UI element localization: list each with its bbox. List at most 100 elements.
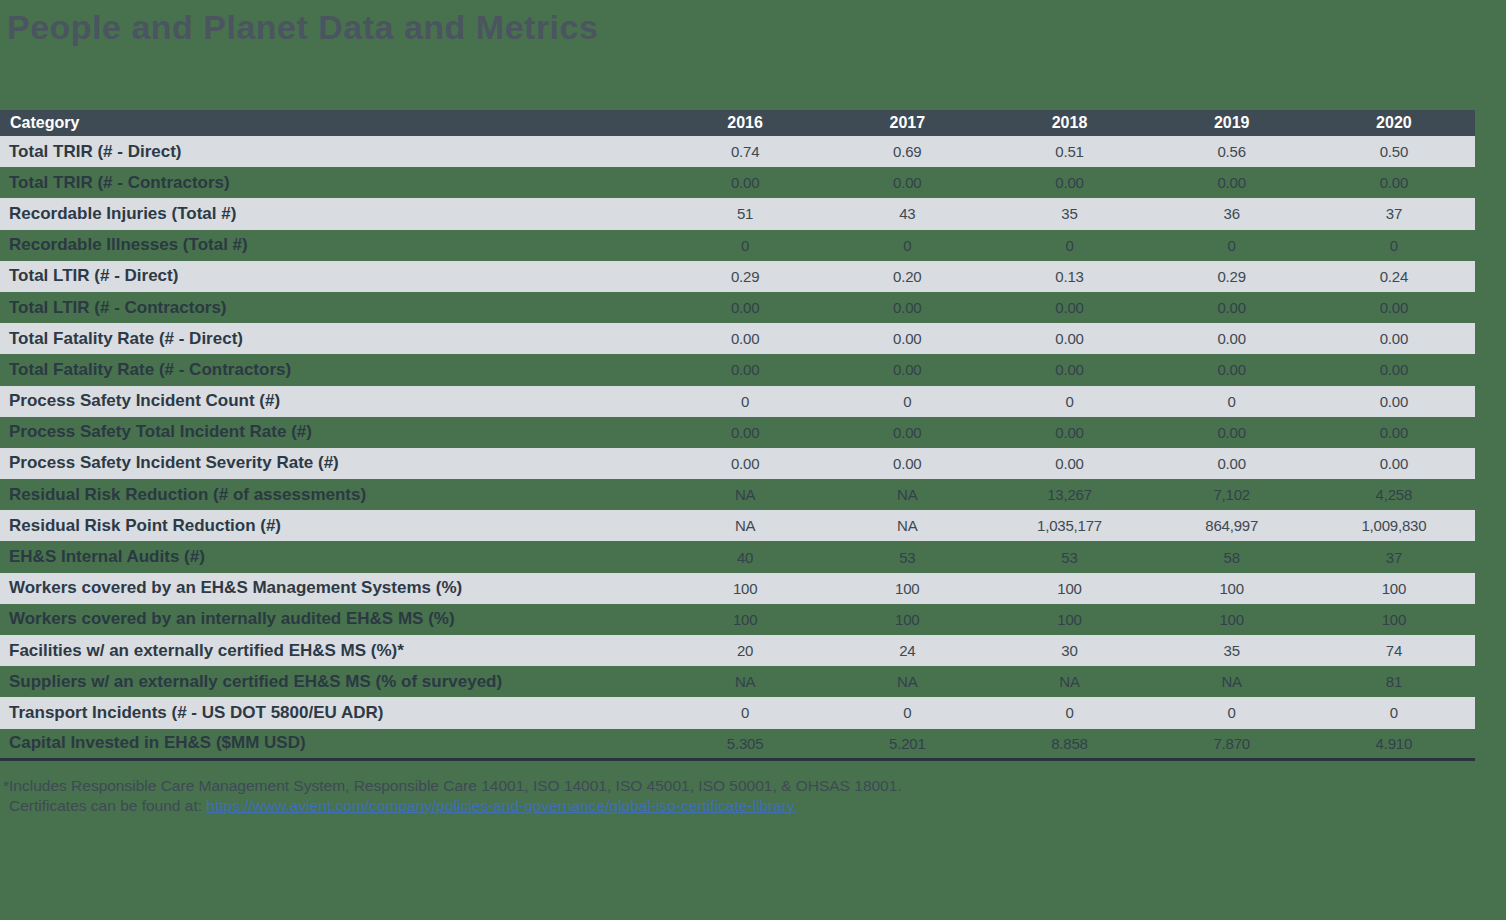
row-label: Capital Invested in EH&S ($MM USD) <box>0 729 664 760</box>
row-label: EH&S Internal Audits (#) <box>0 541 664 572</box>
table-row: Process Safety Incident Severity Rate (#… <box>0 448 1475 479</box>
row-value: 40 <box>664 541 826 572</box>
row-value: 0.00 <box>664 354 826 385</box>
row-value: 0.74 <box>664 136 826 167</box>
table-row: Capital Invested in EH&S ($MM USD)5.3055… <box>0 729 1475 760</box>
row-value: 0 <box>1151 386 1313 417</box>
row-value: 100 <box>1151 573 1313 604</box>
table-row: Residual Risk Reduction (# of assessment… <box>0 479 1475 510</box>
row-value: 30 <box>988 635 1150 666</box>
table-row: Total Fatality Rate (# - Contractors)0.0… <box>0 354 1475 385</box>
page-title: People and Planet Data and Metrics <box>7 8 598 47</box>
metrics-table: Category 2016 2017 2018 2019 2020 Total … <box>0 110 1475 761</box>
table-row: Total Fatality Rate (# - Direct)0.000.00… <box>0 323 1475 354</box>
row-value: 53 <box>826 541 988 572</box>
row-value: 0 <box>664 697 826 728</box>
row-value: 0.00 <box>1313 292 1475 323</box>
row-value: 864,997 <box>1151 510 1313 541</box>
row-value: 0 <box>1151 697 1313 728</box>
row-value: 0.00 <box>988 323 1150 354</box>
row-value: 5.305 <box>664 729 826 760</box>
row-value: 0.56 <box>1151 136 1313 167</box>
row-value: 0.00 <box>826 448 988 479</box>
row-value: 100 <box>826 573 988 604</box>
row-value: 0.50 <box>1313 136 1475 167</box>
row-label: Total TRIR (# - Direct) <box>0 136 664 167</box>
row-value: 0 <box>664 386 826 417</box>
row-value: 1,009,830 <box>1313 510 1475 541</box>
table-row: Workers covered by an internally audited… <box>0 604 1475 635</box>
table-row: EH&S Internal Audits (#)4053535837 <box>0 541 1475 572</box>
row-value: 0.00 <box>826 354 988 385</box>
row-value: 0.00 <box>664 292 826 323</box>
row-value: 0.00 <box>826 292 988 323</box>
row-value: 0.00 <box>664 448 826 479</box>
row-value: 0 <box>988 230 1150 261</box>
row-value: 7.870 <box>1151 729 1313 760</box>
row-value: 0.00 <box>1151 417 1313 448</box>
row-value: 0.29 <box>1151 261 1313 292</box>
row-label: Total Fatality Rate (# - Direct) <box>0 323 664 354</box>
row-value: 74 <box>1313 635 1475 666</box>
row-value: NA <box>826 510 988 541</box>
row-value: 0 <box>988 697 1150 728</box>
column-header-2016: 2016 <box>664 110 826 136</box>
row-value: 0.00 <box>988 167 1150 198</box>
row-value: NA <box>664 479 826 510</box>
table-row: Total LTIR (# - Contractors)0.000.000.00… <box>0 292 1475 323</box>
row-value: NA <box>664 510 826 541</box>
table-row: Process Safety Total Incident Rate (#)0.… <box>0 417 1475 448</box>
row-value: 0 <box>1313 230 1475 261</box>
table-row: Total LTIR (# - Direct)0.290.200.130.290… <box>0 261 1475 292</box>
row-value: NA <box>826 666 988 697</box>
row-value: 43 <box>826 198 988 229</box>
row-value: 58 <box>1151 541 1313 572</box>
footnote: *Includes Responsible Care Management Sy… <box>3 776 902 816</box>
row-value: 35 <box>1151 635 1313 666</box>
row-label: Total Fatality Rate (# - Contractors) <box>0 354 664 385</box>
table-row: Suppliers w/ an externally certified EH&… <box>0 666 1475 697</box>
row-label: Process Safety Total Incident Rate (#) <box>0 417 664 448</box>
row-label: Process Safety Incident Severity Rate (#… <box>0 448 664 479</box>
row-value: 0.00 <box>1313 354 1475 385</box>
row-value: 0.00 <box>988 417 1150 448</box>
row-value: 0.00 <box>1151 448 1313 479</box>
row-value: 0.00 <box>664 417 826 448</box>
row-value: 24 <box>826 635 988 666</box>
row-label: Total TRIR (# - Contractors) <box>0 167 664 198</box>
row-label: Total LTIR (# - Direct) <box>0 261 664 292</box>
row-value: 100 <box>1313 573 1475 604</box>
row-label: Total LTIR (# - Contractors) <box>0 292 664 323</box>
row-value: 0.00 <box>1151 323 1313 354</box>
row-value: 0.13 <box>988 261 1150 292</box>
row-value: 53 <box>988 541 1150 572</box>
table-row: Facilities w/ an externally certified EH… <box>0 635 1475 666</box>
row-value: 0.00 <box>988 292 1150 323</box>
row-value: 20 <box>664 635 826 666</box>
row-value: 100 <box>1313 604 1475 635</box>
row-value: 0.24 <box>1313 261 1475 292</box>
row-value: 0.00 <box>1313 448 1475 479</box>
row-value: 100 <box>826 604 988 635</box>
row-value: 0 <box>826 386 988 417</box>
row-value: 0.00 <box>1313 417 1475 448</box>
row-value: 100 <box>664 604 826 635</box>
table-row: Transport Incidents (# - US DOT 5800/EU … <box>0 697 1475 728</box>
table-row: Recordable Illnesses (Total #)00000 <box>0 230 1475 261</box>
row-label: Workers covered by an EH&S Management Sy… <box>0 573 664 604</box>
column-header-2020: 2020 <box>1313 110 1475 136</box>
row-value: NA <box>1151 666 1313 697</box>
row-value: 100 <box>988 604 1150 635</box>
row-value: 0.00 <box>988 354 1150 385</box>
row-value: 36 <box>1151 198 1313 229</box>
row-value: 0.00 <box>826 167 988 198</box>
row-value: 8.858 <box>988 729 1150 760</box>
row-label: Process Safety Incident Count (#) <box>0 386 664 417</box>
row-value: 37 <box>1313 541 1475 572</box>
row-value: 0.00 <box>664 323 826 354</box>
certificate-library-link[interactable]: https://www.avient.com/company/policies-… <box>206 797 794 814</box>
row-value: 4,258 <box>1313 479 1475 510</box>
row-value: 0.20 <box>826 261 988 292</box>
row-label: Facilities w/ an externally certified EH… <box>0 635 664 666</box>
row-value: 1,035,177 <box>988 510 1150 541</box>
